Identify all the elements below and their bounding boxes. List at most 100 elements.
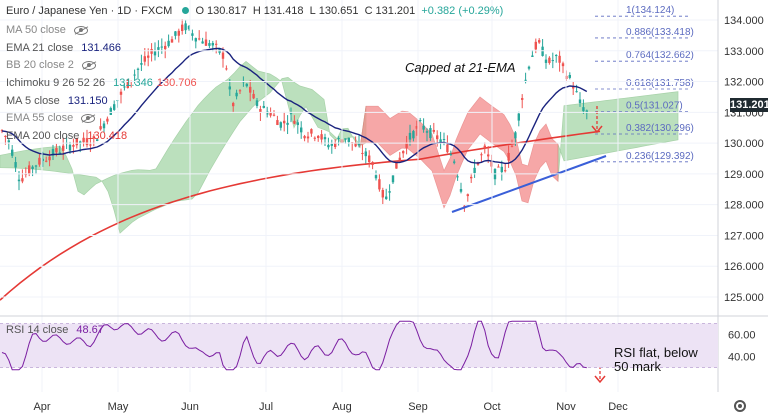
candle-body	[181, 24, 184, 32]
symbol-title[interactable]: Euro / Japanese Yen · 1D · FXCM	[6, 5, 173, 17]
candle-body	[470, 176, 473, 179]
y-tick-label: 133.000	[724, 46, 764, 58]
candle-body	[126, 79, 129, 88]
fib-level-label: 0.764(132.662)	[626, 50, 694, 61]
candle-body	[504, 170, 507, 172]
candle-body	[68, 144, 72, 151]
candle-body	[17, 179, 21, 182]
candle-body	[442, 139, 446, 141]
candle-body	[354, 143, 357, 147]
candle-body	[143, 56, 146, 62]
ohlc-header: Euro / Japanese Yen · 1D · FXCM O 130.817…	[6, 5, 506, 17]
candle-body	[378, 179, 381, 190]
rsi-band	[0, 323, 718, 368]
candle-body	[303, 136, 306, 139]
candle-body	[11, 149, 14, 156]
candle-body	[14, 162, 17, 168]
candle-body	[548, 57, 551, 63]
candle-body	[28, 165, 31, 174]
x-tick-label: Aug	[332, 401, 352, 413]
last-price-tag: 131.201	[730, 98, 768, 112]
legend-ema200-value: 130.418	[87, 130, 128, 142]
candle-body	[412, 131, 415, 139]
candle-body	[422, 125, 425, 130]
candle-body	[79, 141, 82, 143]
x-tick-label: Oct	[483, 401, 500, 413]
legend-ema200[interactable]: EMA 200 close 130.418	[6, 130, 127, 142]
candle-body	[255, 100, 259, 106]
legend-bb20[interactable]: BB 20 close 2	[6, 59, 96, 71]
candle-body	[374, 175, 378, 179]
candle-body	[357, 143, 361, 146]
candle-body	[4, 135, 7, 137]
legend-ema55[interactable]: EMA 55 close	[6, 112, 96, 124]
ema200-line	[0, 130, 601, 301]
candle-body	[541, 46, 544, 56]
candle-body	[408, 132, 412, 140]
y-tick-label: 126.000	[724, 261, 764, 273]
candle-body	[235, 92, 238, 97]
eye-hidden-icon[interactable]	[73, 25, 88, 35]
candle-body	[446, 144, 449, 153]
rsi-tick-label: 40.00	[728, 352, 756, 364]
candle-body	[432, 129, 435, 132]
fib-level-label: 0.382(130.296)	[626, 123, 694, 134]
legend-ma50[interactable]: MA 50 close	[6, 24, 88, 36]
candle-body	[194, 38, 197, 42]
eye-hidden-icon[interactable]	[81, 60, 96, 70]
candle-body	[361, 152, 364, 154]
support-trendline	[451, 155, 607, 213]
candle-body	[177, 30, 180, 36]
candle-body	[51, 148, 55, 156]
candle-body	[140, 63, 143, 65]
candle-body	[317, 135, 320, 139]
candle-body	[283, 120, 286, 124]
y-tick-label: 130.000	[724, 138, 764, 150]
candle-body	[463, 205, 466, 207]
candle-body	[170, 39, 174, 43]
y-tick-label: 127.000	[724, 230, 764, 242]
candle-body	[31, 166, 34, 169]
candle-body	[276, 120, 279, 126]
x-tick-label: Jul	[259, 401, 273, 413]
candle-body	[429, 128, 432, 139]
legend-ma5[interactable]: MA 5 close 131.150	[6, 95, 108, 107]
candle-body	[459, 189, 463, 192]
candle-body	[38, 157, 41, 165]
candle-body	[538, 40, 541, 43]
fib-level-label: 0.236(129.392)	[626, 151, 694, 162]
candle-body	[381, 189, 384, 198]
gear-icon[interactable]	[734, 400, 746, 412]
legend-rsi[interactable]: RSI 14 close 48.67	[6, 324, 104, 336]
candle-body	[330, 143, 333, 146]
eye-hidden-icon[interactable]	[81, 113, 96, 123]
candle-body	[521, 98, 524, 100]
candle-body	[561, 63, 565, 67]
candle-body	[371, 162, 374, 166]
fib-level-label: 1(134.124)	[626, 5, 674, 16]
candle-body	[500, 166, 503, 173]
candle-body	[337, 138, 340, 140]
candle-body	[45, 160, 48, 162]
y-tick-label: 125.000	[724, 292, 764, 304]
candle-body	[310, 129, 313, 134]
candle-body	[164, 45, 167, 50]
candle-body	[368, 155, 371, 163]
candle-body	[82, 137, 85, 143]
legend-ema21[interactable]: EMA 21 close 131.466	[6, 42, 121, 54]
candle-body	[551, 60, 554, 62]
legend-ma5-label: MA 5 close	[6, 95, 60, 107]
down-arrow-price-head	[591, 125, 603, 134]
legend-ichimoku[interactable]: Ichimoku 9 26 52 26 131.346 130.706	[6, 77, 197, 89]
candle-body	[320, 134, 323, 140]
candle-body	[306, 136, 310, 139]
candle-body	[456, 176, 459, 178]
candle-body	[157, 47, 160, 50]
candle-body	[262, 105, 265, 108]
annotation-rsi: RSI flat, below 50 mark	[614, 345, 698, 374]
candle-body	[575, 91, 578, 93]
candle-body	[572, 86, 575, 89]
candle-body	[507, 152, 510, 161]
fib-level-label: 0.5(131.027)	[626, 101, 683, 112]
